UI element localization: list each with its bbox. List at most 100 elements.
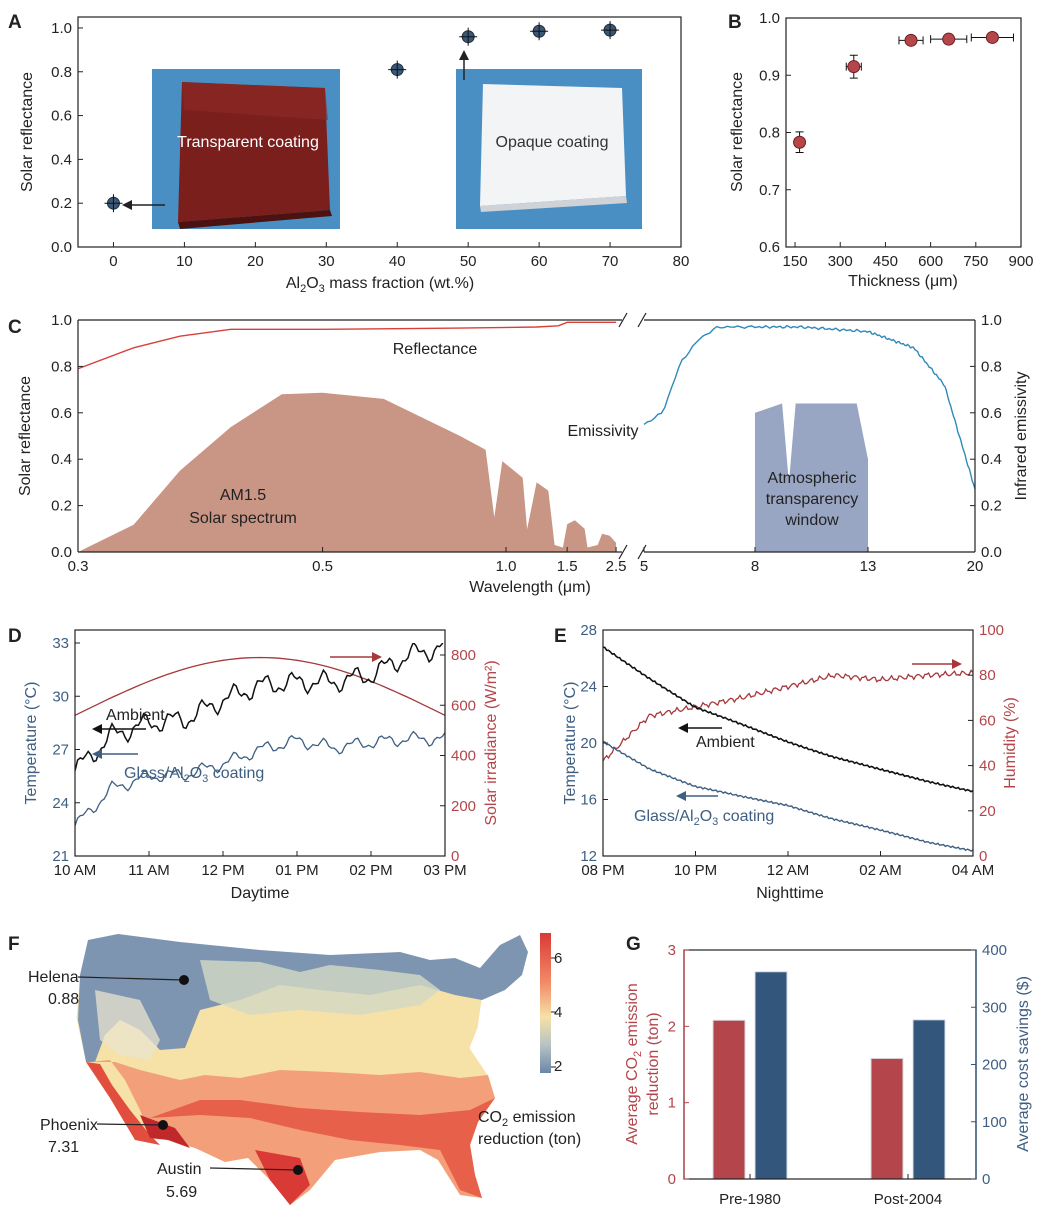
ambient-temperature-line	[603, 646, 973, 793]
a-xtick-label: 0	[109, 253, 117, 270]
colorbar: 6 4 2 CO2 emission reduction (ton)	[478, 933, 581, 1148]
b-ytick-label: 0.9	[759, 67, 780, 84]
a-ytick-label: 1.0	[51, 20, 72, 37]
c-ytick-label-left: 0.8	[51, 358, 72, 375]
d-xtick-label: 02 PM	[349, 862, 392, 879]
g-bar-co2	[870, 1057, 904, 1180]
panel-c-xlabel: Wavelength (μm)	[469, 579, 591, 596]
axis-break-marks	[618, 312, 647, 560]
d-ytick-label-left: 21	[52, 848, 69, 865]
d-ytick-label-left: 24	[52, 795, 69, 812]
g-ytick-label-left: 3	[668, 942, 676, 959]
c-xtick-label: 2.5	[606, 558, 627, 575]
panel-a-label: A	[8, 12, 22, 33]
b-ytick-label: 1.0	[759, 10, 780, 27]
coating-temperature-line	[75, 730, 445, 827]
us-map	[75, 933, 529, 1206]
d-ytick-label-right: 0	[451, 848, 459, 865]
a-xtick-label: 50	[460, 253, 477, 270]
panel-e-ylabel-left: Temperature (°C)	[562, 682, 579, 805]
panel-a-frame	[77, 16, 682, 248]
e-xtick-label: 08 PM	[581, 862, 624, 879]
emissivity-label: Emissivity	[567, 423, 638, 440]
panel-e-ylabel-right: Humidity (%)	[1002, 697, 1019, 789]
panel-d-label: D	[8, 626, 22, 647]
panel-d-xlabel: Daytime	[231, 885, 290, 902]
d-xtick-label: 01 PM	[275, 862, 318, 879]
b-data-point	[985, 30, 999, 44]
panel-a-points	[104, 21, 620, 213]
b-ytick-label: 0.6	[759, 239, 780, 256]
emissivity-line	[643, 324, 975, 490]
c-ytick-label-right: 0.4	[981, 451, 1002, 468]
transparent-coating-photo: Transparent coating	[152, 69, 340, 229]
c-ytick-label-right: 0.8	[981, 358, 1002, 375]
colorbar-title-line1: CO2 emission	[478, 1109, 576, 1129]
e-ytick-label-right: 20	[979, 803, 996, 820]
panel-a: A 0 10 20 30 40 50 60 70 80 0.0 0.2 0.4 0.6 0.8 1.0 So…	[8, 12, 689, 295]
panel-b-ticks: 150 300 450 600 750 900 0.6 0.7 0.8 0.9 1.0	[759, 10, 1033, 270]
colorbar-gradient	[540, 933, 551, 1073]
coating-label: Glass/Al2O3 coating	[124, 765, 264, 785]
g-xtick-label: Post-2004	[874, 1191, 942, 1208]
c-ytick-label-right: 0.6	[981, 405, 1002, 422]
d-xtick-label: 03 PM	[423, 862, 466, 879]
b-data-point	[793, 135, 807, 149]
b-xtick-label: 900	[1008, 253, 1033, 270]
coating-label: Glass/Al2O3 coating	[634, 808, 774, 828]
panel-b-label: B	[728, 12, 742, 33]
reflectance-label: Reflectance	[393, 341, 478, 358]
panel-g-ylabel-left-line2: reduction (ton)	[645, 1012, 662, 1115]
solar-spectrum-label: Solar spectrum	[189, 510, 297, 527]
panel-e: E 08 PM 10 PM 12 AM 02 AM 04 AM 12 16 20 24 28 0 20…	[554, 622, 1019, 902]
panel-g-ticks: 0 1 2 3 0 100 200 300 400 Pre-1980 Post-2004	[668, 942, 1007, 1208]
city-austin-value: 5.69	[166, 1184, 197, 1201]
b-xtick-label: 450	[873, 253, 898, 270]
colorbar-tick-6: 6	[554, 950, 562, 967]
a-xtick-label: 10	[176, 253, 193, 270]
c-ytick-label-left: 1.0	[51, 312, 72, 329]
c-xtick-label: 20	[967, 558, 984, 575]
d-ytick-label-left: 33	[52, 635, 69, 652]
city-phoenix-value: 7.31	[48, 1139, 79, 1156]
transparent-coating-label: Transparent coating	[177, 134, 319, 151]
e-xtick-label: 02 AM	[859, 862, 902, 879]
b-data-point	[904, 33, 918, 47]
c-ytick-label-right: 1.0	[981, 312, 1002, 329]
c-xtick-label: 5	[640, 558, 648, 575]
atmospheric-window-area	[755, 403, 868, 552]
c-xtick-label: 0.5	[312, 558, 333, 575]
d-ytick-label-right: 400	[451, 748, 476, 765]
b-xtick-label: 600	[918, 253, 943, 270]
e-ytick-label-right: 40	[979, 758, 996, 775]
panel-g-ylabel-left-line1: Average CO2 emission	[624, 983, 644, 1144]
b-ytick-label: 0.7	[759, 182, 780, 199]
panel-d-ylabel-left: Temperature (°C)	[23, 682, 40, 805]
solar-irradiance-line	[75, 656, 445, 716]
g-bar-cost	[912, 1019, 946, 1180]
panel-e-arrows	[676, 659, 962, 801]
city-austin-name: Austin	[157, 1161, 201, 1178]
panel-b: B 150 300 450 600 750 900 0.6 0.7 0.8 0.9 1.0 Sola…	[728, 10, 1034, 290]
ambient-label: Ambient	[696, 734, 755, 751]
panel-c: C 0.3 0.5 1.0 1.5 2.5 5 8 13 200.0 0.00.2 0.20.4 0.…	[8, 312, 1030, 596]
panel-b-ylabel: Solar reflectance	[729, 72, 746, 192]
panel-d: D 10 AM 11 AM 12 PM 01 PM 02 PM 03 PM 21 24 27 30…	[8, 626, 500, 902]
panel-a-xlabel: Al2O3 mass fraction (wt.%)	[286, 275, 474, 295]
g-ytick-label-left: 2	[668, 1018, 676, 1035]
city-helena-value: 0.88	[48, 991, 79, 1008]
c-xtick-label: 1.5	[557, 558, 578, 575]
panel-g-label: G	[626, 934, 641, 955]
panel-e-ticks: 08 PM 10 PM 12 AM 02 AM 04 AM 12 16 20 24 28 0 20 40…	[580, 622, 1004, 879]
b-xtick-label: 150	[783, 253, 808, 270]
d-ytick-label-right: 200	[451, 798, 476, 815]
g-ytick-label-right: 100	[982, 1114, 1007, 1131]
g-ytick-label-right: 0	[982, 1171, 990, 1188]
g-ytick-label-left: 0	[668, 1171, 676, 1188]
c-ytick-label-left: 0.0	[51, 544, 72, 561]
panel-a-ticks: 0 10 20 30 40 50 60 70 80 0.0 0.2 0.4 0.6 0.8 1.0	[51, 20, 689, 270]
b-data-point	[847, 60, 861, 74]
city-phoenix-name: Phoenix	[40, 1117, 98, 1134]
a-ytick-label: 0.4	[51, 151, 72, 168]
panel-d-arrows	[92, 652, 382, 759]
